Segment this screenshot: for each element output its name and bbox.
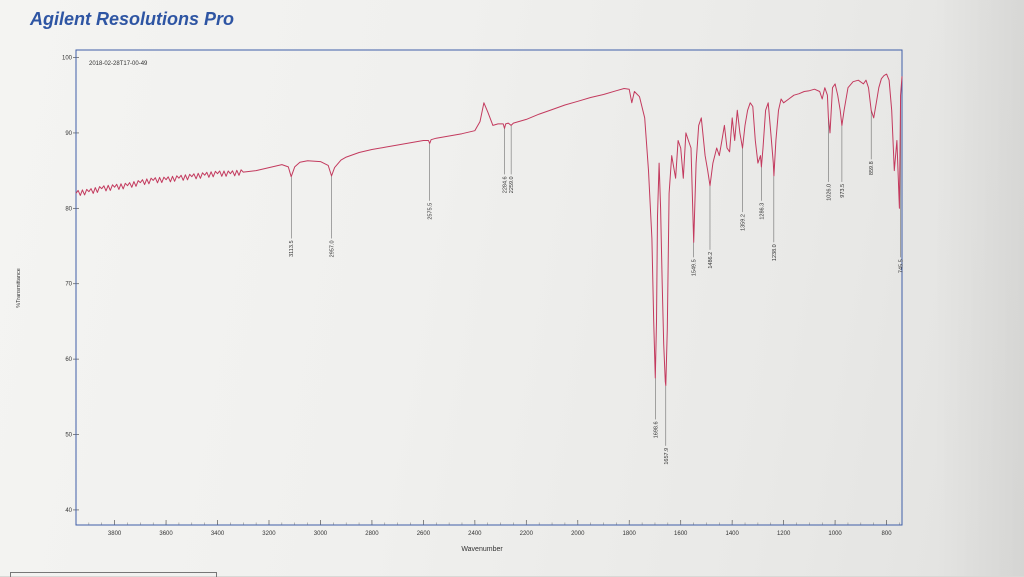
- peak-label: 1359.2: [741, 214, 747, 231]
- x-tick-label: 1800: [623, 531, 637, 537]
- y-tick-label: 80: [65, 206, 72, 212]
- y-tick-label: 40: [65, 508, 72, 514]
- y-tick-label: 50: [65, 433, 72, 439]
- peak-label: 1657.9: [664, 448, 670, 465]
- x-tick-label: 3600: [159, 531, 173, 537]
- peak-label: 2284.6: [503, 176, 509, 193]
- x-tick-label: 1000: [828, 531, 842, 537]
- peak-label: 1549.5: [692, 259, 698, 276]
- peak-label: 1026.0: [826, 184, 832, 201]
- x-tick-label: 1400: [725, 531, 739, 537]
- y-tick-label: 100: [62, 56, 73, 62]
- x-tick-label: 2400: [468, 531, 482, 537]
- peak-labels: 3113.5 2957.0 2575.5 2284.6 2259.0 1698.6 1657…: [289, 95, 905, 465]
- y-axis-label: %Transmittance: [16, 268, 22, 308]
- peak-label: 1286.3: [759, 203, 765, 220]
- x-tick-label: 3200: [262, 531, 276, 537]
- x-tick-label: 2000: [571, 531, 585, 537]
- peak-label: 1238.0: [772, 244, 778, 261]
- peak-label: 1486.2: [708, 252, 714, 269]
- x-tick-label: 3800: [108, 531, 122, 537]
- plot-frame: [75, 49, 903, 526]
- x-tick-label: 1600: [674, 531, 688, 537]
- peak-label: 2957.0: [330, 240, 336, 257]
- x-tick-label: 2200: [520, 531, 534, 537]
- x-tick-label: 3400: [211, 531, 225, 537]
- page-shadow: [934, 0, 1024, 576]
- x-tick-label: 1200: [777, 531, 791, 537]
- peak-label: 859.8: [869, 161, 875, 175]
- peak-label: 745.5: [899, 259, 905, 273]
- y-tick-label: 90: [65, 131, 72, 137]
- peak-label: 3113.5: [289, 240, 295, 256]
- app-title: Agilent Resolutions Pro: [30, 9, 235, 29]
- peak-label: 973.5: [840, 184, 846, 198]
- peak-label: 2259.0: [509, 176, 515, 193]
- x-tick-label: 3000: [314, 531, 328, 537]
- y-tick-label: 60: [65, 357, 72, 363]
- peak-label: 1698.6: [653, 421, 659, 438]
- bottom-edge-tab: [10, 572, 217, 577]
- x-tick-label: 2600: [417, 531, 431, 537]
- axis-ticks: 3800 3600 3400 3200 3000 2800 2600 2400 2200 2000…: [62, 56, 900, 537]
- spectrum-line: [75, 73, 903, 386]
- peak-label: 2575.5: [428, 203, 434, 220]
- y-tick-label: 70: [65, 282, 72, 288]
- chart-title: 2018-02-28T17-00-49: [89, 61, 148, 67]
- x-tick-label: 2800: [365, 531, 379, 537]
- x-axis-label: Wavenumber: [461, 546, 503, 553]
- x-tick-label: 800: [882, 531, 893, 537]
